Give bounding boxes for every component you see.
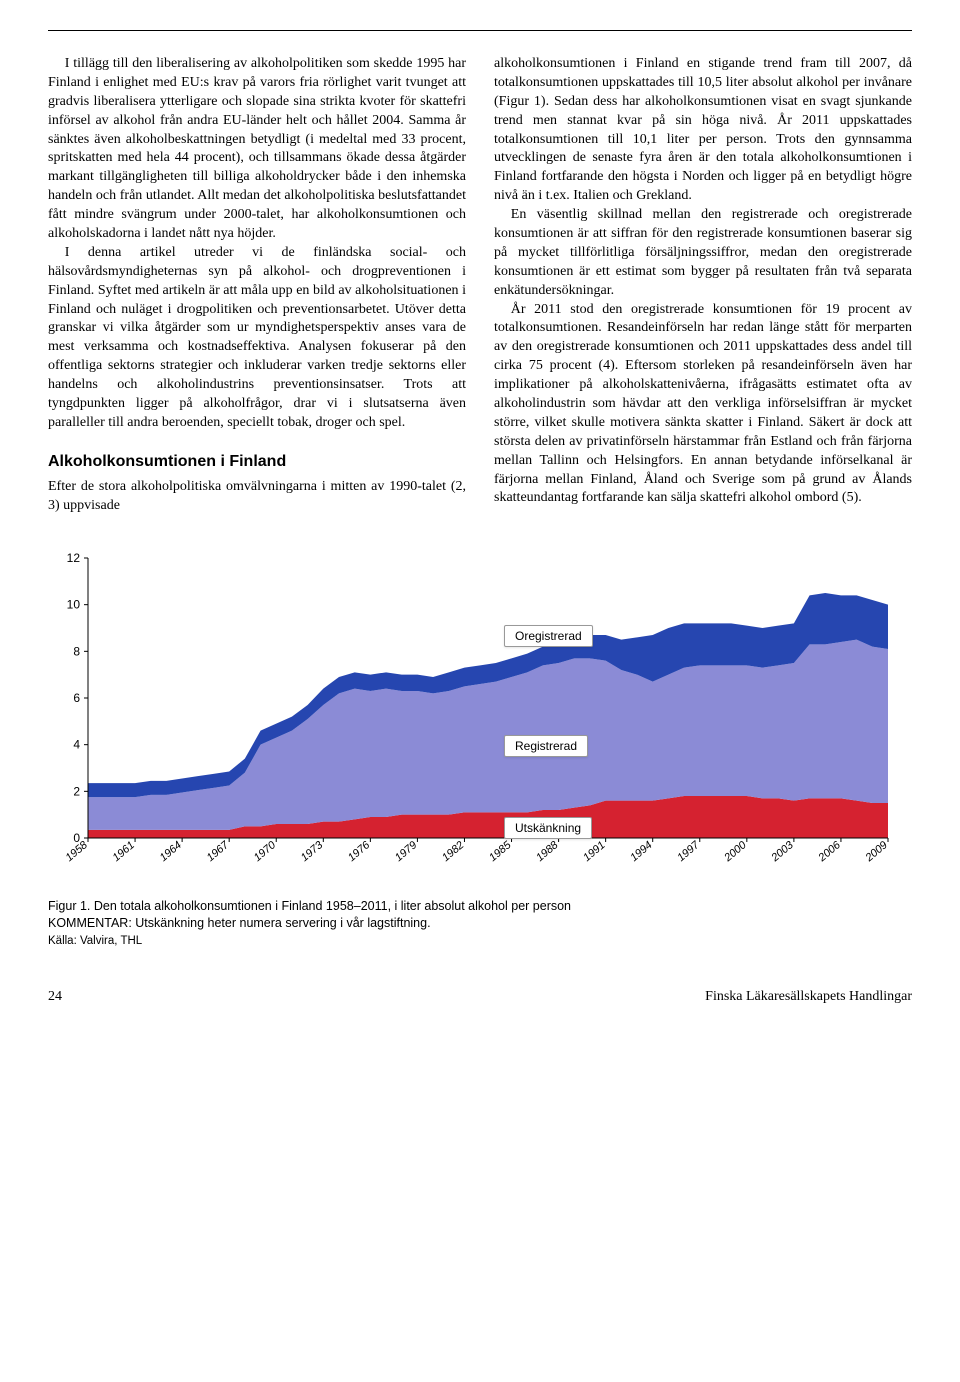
body-paragraph: I denna artikel utreder vi de finländska… (48, 244, 466, 433)
svg-text:2: 2 (73, 785, 80, 799)
body-paragraph: I tillägg till den liberalisering av alk… (48, 55, 466, 244)
figure-1-chart: 0246810121958196119641967197019731976197… (48, 548, 912, 888)
svg-text:4: 4 (73, 738, 80, 752)
body-paragraph: År 2011 stod den oregistrerade konsumtio… (494, 301, 912, 509)
journal-name: Finska Läkaresällskapets Handlingar (705, 989, 912, 1005)
svg-text:2003: 2003 (769, 839, 797, 865)
svg-text:1973: 1973 (299, 839, 326, 864)
svg-text:1985: 1985 (487, 839, 514, 864)
svg-text:6: 6 (73, 691, 80, 705)
chart-label-registrerad: Registrerad (504, 735, 588, 757)
caption-source: Källa: Valvira, THL (48, 934, 912, 950)
svg-text:1991: 1991 (581, 839, 607, 864)
svg-text:1964: 1964 (158, 839, 184, 864)
svg-text:1961: 1961 (111, 839, 137, 864)
body-paragraph: Efter de stora alkoholpolitiska omvälvni… (48, 478, 466, 516)
svg-text:1994: 1994 (628, 839, 654, 864)
svg-text:1967: 1967 (205, 839, 232, 864)
svg-text:1979: 1979 (393, 839, 419, 864)
svg-text:10: 10 (67, 598, 81, 612)
svg-text:1988: 1988 (534, 839, 561, 864)
figure-caption: Figur 1. Den totala alkoholkonsumtionen … (48, 898, 912, 949)
chart-svg: 0246810121958196119641967197019731976197… (48, 548, 908, 888)
svg-text:1958: 1958 (63, 839, 90, 864)
svg-text:1982: 1982 (440, 839, 466, 864)
chart-label-utskankning: Utskänkning (504, 817, 592, 839)
page-number: 24 (48, 989, 62, 1005)
two-column-body: I tillägg till den liberalisering av alk… (48, 55, 912, 516)
svg-text:2000: 2000 (722, 839, 750, 865)
svg-text:1976: 1976 (346, 839, 373, 864)
svg-text:1970: 1970 (252, 839, 279, 864)
svg-text:8: 8 (73, 645, 80, 659)
svg-text:12: 12 (67, 551, 81, 565)
section-heading: Alkoholkonsumtionen i Finland (48, 451, 466, 473)
top-rule (48, 30, 912, 31)
body-paragraph: En väsentlig skillnad mellan den registr… (494, 206, 912, 300)
right-column: alkoholkonsumtionen i Finland en stigand… (494, 55, 912, 516)
body-paragraph: alkoholkonsumtionen i Finland en stigand… (494, 55, 912, 206)
svg-text:2009: 2009 (863, 839, 890, 865)
caption-line: Figur 1. Den totala alkoholkonsumtionen … (48, 898, 912, 915)
chart-label-oregistrerad: Oregistrerad (504, 625, 593, 647)
left-column: I tillägg till den liberalisering av alk… (48, 55, 466, 516)
page-footer: 24 Finska Läkaresällskapets Handlingar (48, 989, 912, 1005)
svg-text:1997: 1997 (675, 839, 702, 864)
caption-line: KOMMENTAR: Utskänkning heter numera serv… (48, 915, 912, 932)
svg-text:2006: 2006 (816, 839, 844, 865)
